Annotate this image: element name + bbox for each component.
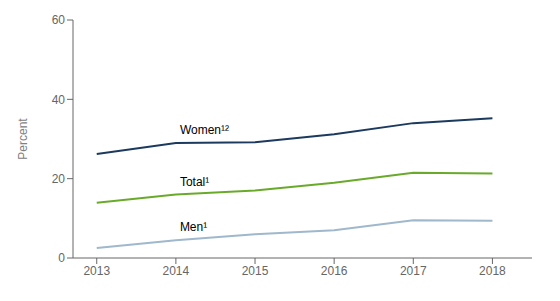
svg-text:2016: 2016 [321,264,348,278]
svg-text:Percent: Percent [16,118,30,160]
svg-text:Women¹²: Women¹² [180,123,229,137]
svg-text:2014: 2014 [163,264,190,278]
svg-text:2015: 2015 [242,264,269,278]
svg-text:60: 60 [52,13,66,27]
svg-text:Men¹: Men¹ [180,220,207,234]
svg-text:Total¹: Total¹ [180,175,209,189]
svg-text:0: 0 [58,251,65,265]
svg-text:20: 20 [52,172,66,186]
svg-text:2018: 2018 [479,264,506,278]
svg-text:2017: 2017 [400,264,427,278]
svg-text:40: 40 [52,93,66,107]
svg-text:2013: 2013 [83,264,110,278]
